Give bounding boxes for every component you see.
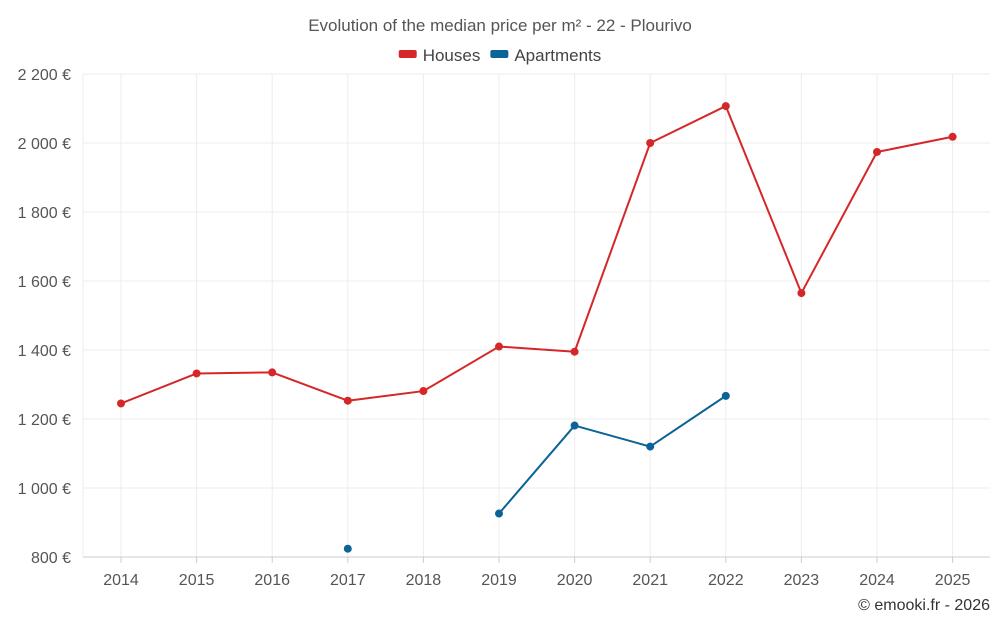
y-tick-label: 2 000 € [18,136,71,153]
credit-text: © emooki.fr - 2026 [858,597,990,614]
apartments-series-line [498,395,727,515]
y-tick-label: 1 400 € [18,343,71,360]
houses-data-point[interactable] [646,139,655,147]
legend-swatch [398,50,417,58]
y-tick-label: 1 000 € [18,481,71,498]
apartments-data-point[interactable] [721,391,730,400]
apartments-data-point[interactable] [570,421,579,430]
houses-data-point[interactable] [721,102,730,111]
x-tick-label: 2021 [632,572,668,589]
houses-data-point[interactable] [495,342,503,351]
grid-lines [82,73,990,557]
apartments-data-point[interactable] [495,509,503,518]
x-tick-label: 2019 [481,572,517,589]
houses-series-line [120,105,953,405]
y-tick-label: 2 200 € [18,67,71,84]
houses-data-point[interactable] [873,147,881,156]
houses-data-point[interactable] [797,289,806,298]
x-tick-label: 2020 [557,572,593,589]
y-tick-label: 800 € [31,550,71,567]
legend-item-apartments[interactable]: Apartments [490,46,601,65]
x-tick-label: 2022 [708,572,744,589]
houses-data-point[interactable] [117,399,125,408]
legend-swatch [490,50,509,58]
houses-data-point[interactable] [268,368,277,377]
x-tick-label: 2023 [784,572,820,589]
houses-data-point[interactable] [343,396,352,405]
houses-data-point[interactable] [192,369,201,378]
legend: Houses Apartments [398,46,601,65]
x-tick-label: 2016 [254,572,290,589]
legend-item-houses[interactable]: Houses [398,46,481,65]
y-tick-label: 1 200 € [18,412,71,429]
y-tick-label: 1 600 € [18,274,71,291]
chart-title: Evolution of the median price per m² - 2… [308,16,692,35]
apartments-data-point[interactable] [343,544,352,553]
x-tick-label: 2017 [330,572,366,589]
legend-label: Houses [423,46,481,65]
houses-data-point[interactable] [570,347,579,356]
y-axis-tick-labels: 800 € 1 000 € 1 200 € 1 400 € 1 600 € 1 800 €… [18,67,71,567]
houses-data-point[interactable] [419,387,428,396]
x-tick-label: 2015 [179,572,215,589]
y-tick-label: 1 800 € [18,205,71,222]
x-tick-label: 2024 [859,572,895,589]
x-axis-tick-labels: 2014 2015 2016 2017 2018 2019 2020 2021 2022 2023… [103,557,970,589]
series-group [117,102,957,553]
x-tick-label: 2014 [103,572,139,589]
legend-label: Apartments [514,46,601,65]
x-tick-label: 2018 [406,572,442,589]
x-tick-label: 2025 [935,572,971,589]
apartments-data-point[interactable] [646,442,655,451]
houses-data-point[interactable] [948,132,957,141]
